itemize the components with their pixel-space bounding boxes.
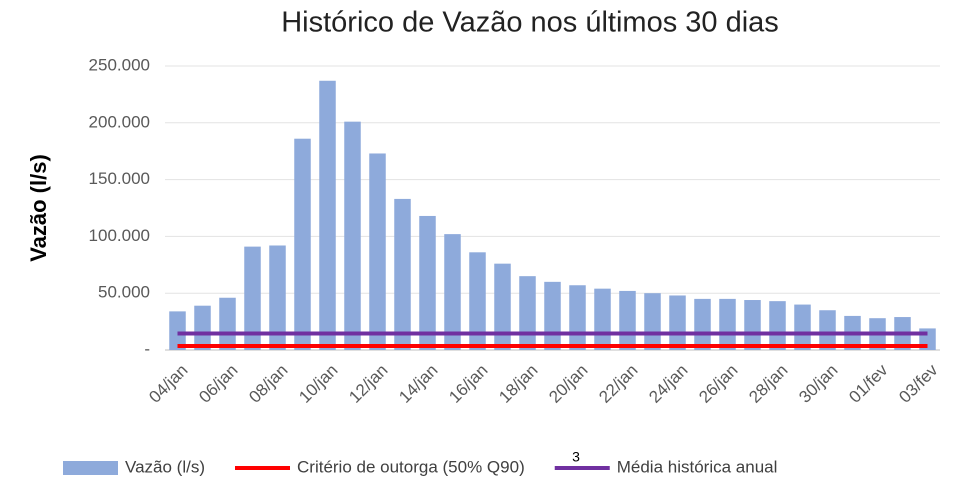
bar	[244, 246, 261, 350]
page-number: 3	[572, 449, 580, 465]
x-tick-label: 12/jan	[345, 361, 391, 407]
bar	[319, 80, 336, 350]
bar	[794, 304, 811, 350]
x-tick-label: 04/jan	[145, 361, 191, 407]
bar	[444, 234, 461, 350]
bar	[769, 301, 786, 350]
bar	[569, 285, 586, 350]
legend-label: Média histórica anual	[617, 457, 778, 476]
bar	[744, 300, 761, 350]
x-tick-label: 06/jan	[195, 361, 241, 407]
legend-label: Vazão (l/s)	[125, 457, 205, 476]
bar	[219, 297, 236, 350]
legend-swatch	[63, 461, 118, 475]
x-tick-label: 30/jan	[795, 361, 841, 407]
bar	[294, 138, 311, 350]
x-tick-label: 28/jan	[745, 361, 791, 407]
x-tick-label: 24/jan	[645, 361, 691, 407]
y-axis-title: Vazão (l/s)	[26, 154, 51, 262]
x-tick-label: 18/jan	[495, 361, 541, 407]
bar	[394, 198, 411, 350]
x-tick-label: 20/jan	[545, 361, 591, 407]
bar	[594, 288, 611, 350]
x-tick-label: 14/jan	[395, 361, 441, 407]
bar	[494, 263, 511, 350]
x-tick-label: 03/fev	[895, 360, 942, 407]
bar	[719, 298, 736, 350]
bar	[419, 215, 436, 350]
x-tick-label: 08/jan	[245, 361, 291, 407]
legend-label: Critério de outorga (50% Q90)	[297, 457, 525, 476]
x-tick-label: 16/jan	[445, 361, 491, 407]
bar	[369, 153, 386, 350]
x-tick-label: 01/fev	[845, 360, 892, 407]
bar	[669, 295, 686, 350]
y-tick-label: 200.000	[89, 112, 150, 131]
x-tick-label: 22/jan	[595, 361, 641, 407]
y-tick-label: 150.000	[89, 169, 150, 188]
y-tick-label: -	[144, 339, 150, 358]
y-tick-label: 100.000	[89, 226, 150, 245]
x-tick-label: 26/jan	[695, 361, 741, 407]
bar	[469, 252, 486, 350]
bar	[269, 245, 286, 350]
x-tick-label: 10/jan	[295, 361, 341, 407]
bar	[694, 298, 711, 350]
bar	[519, 276, 536, 350]
bar	[194, 305, 211, 350]
y-tick-label: 250.000	[89, 55, 150, 74]
y-tick-label: 50.000	[98, 283, 150, 302]
bar	[344, 121, 361, 350]
bar	[819, 310, 836, 350]
bar	[169, 311, 186, 350]
bar	[644, 293, 661, 350]
bar	[619, 290, 636, 350]
bar	[544, 281, 561, 350]
chart-title: Histórico de Vazão nos últimos 30 dias	[281, 7, 779, 39]
